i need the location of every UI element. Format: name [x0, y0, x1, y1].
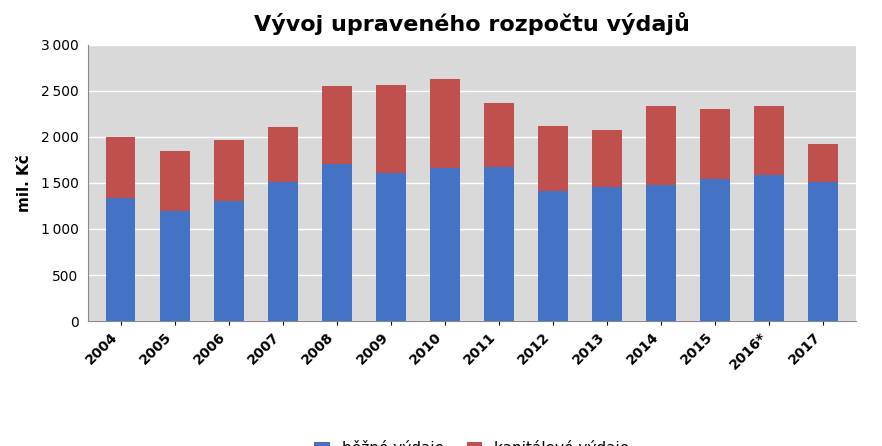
- Bar: [322, 86, 352, 165]
- Bar: [376, 173, 406, 321]
- Bar: [700, 109, 730, 179]
- Bar: [700, 179, 730, 321]
- Bar: [484, 103, 513, 167]
- Bar: [160, 151, 190, 211]
- Bar: [754, 106, 784, 175]
- Bar: [268, 182, 297, 321]
- Bar: [808, 182, 838, 321]
- Bar: [754, 175, 784, 321]
- Legend: běžné výdaje, kapitálové výdaje: běžné výdaje, kapitálové výdaje: [308, 434, 636, 446]
- Bar: [213, 140, 243, 201]
- Bar: [268, 127, 297, 182]
- Bar: [106, 137, 136, 198]
- Title: Vývoj upraveného rozpočtu výdajů: Vývoj upraveného rozpočtu výdajů: [254, 12, 690, 35]
- Bar: [647, 185, 676, 321]
- Bar: [592, 130, 622, 186]
- Bar: [213, 201, 243, 321]
- Bar: [160, 211, 190, 321]
- Bar: [322, 165, 352, 321]
- Bar: [484, 167, 513, 321]
- Bar: [808, 144, 838, 182]
- Bar: [106, 198, 136, 321]
- Bar: [430, 168, 460, 321]
- Bar: [647, 106, 676, 185]
- Bar: [592, 186, 622, 321]
- Bar: [376, 85, 406, 173]
- Bar: [538, 191, 568, 321]
- Bar: [430, 79, 460, 168]
- Bar: [538, 126, 568, 191]
- Y-axis label: mil. Kč: mil. Kč: [18, 154, 33, 212]
